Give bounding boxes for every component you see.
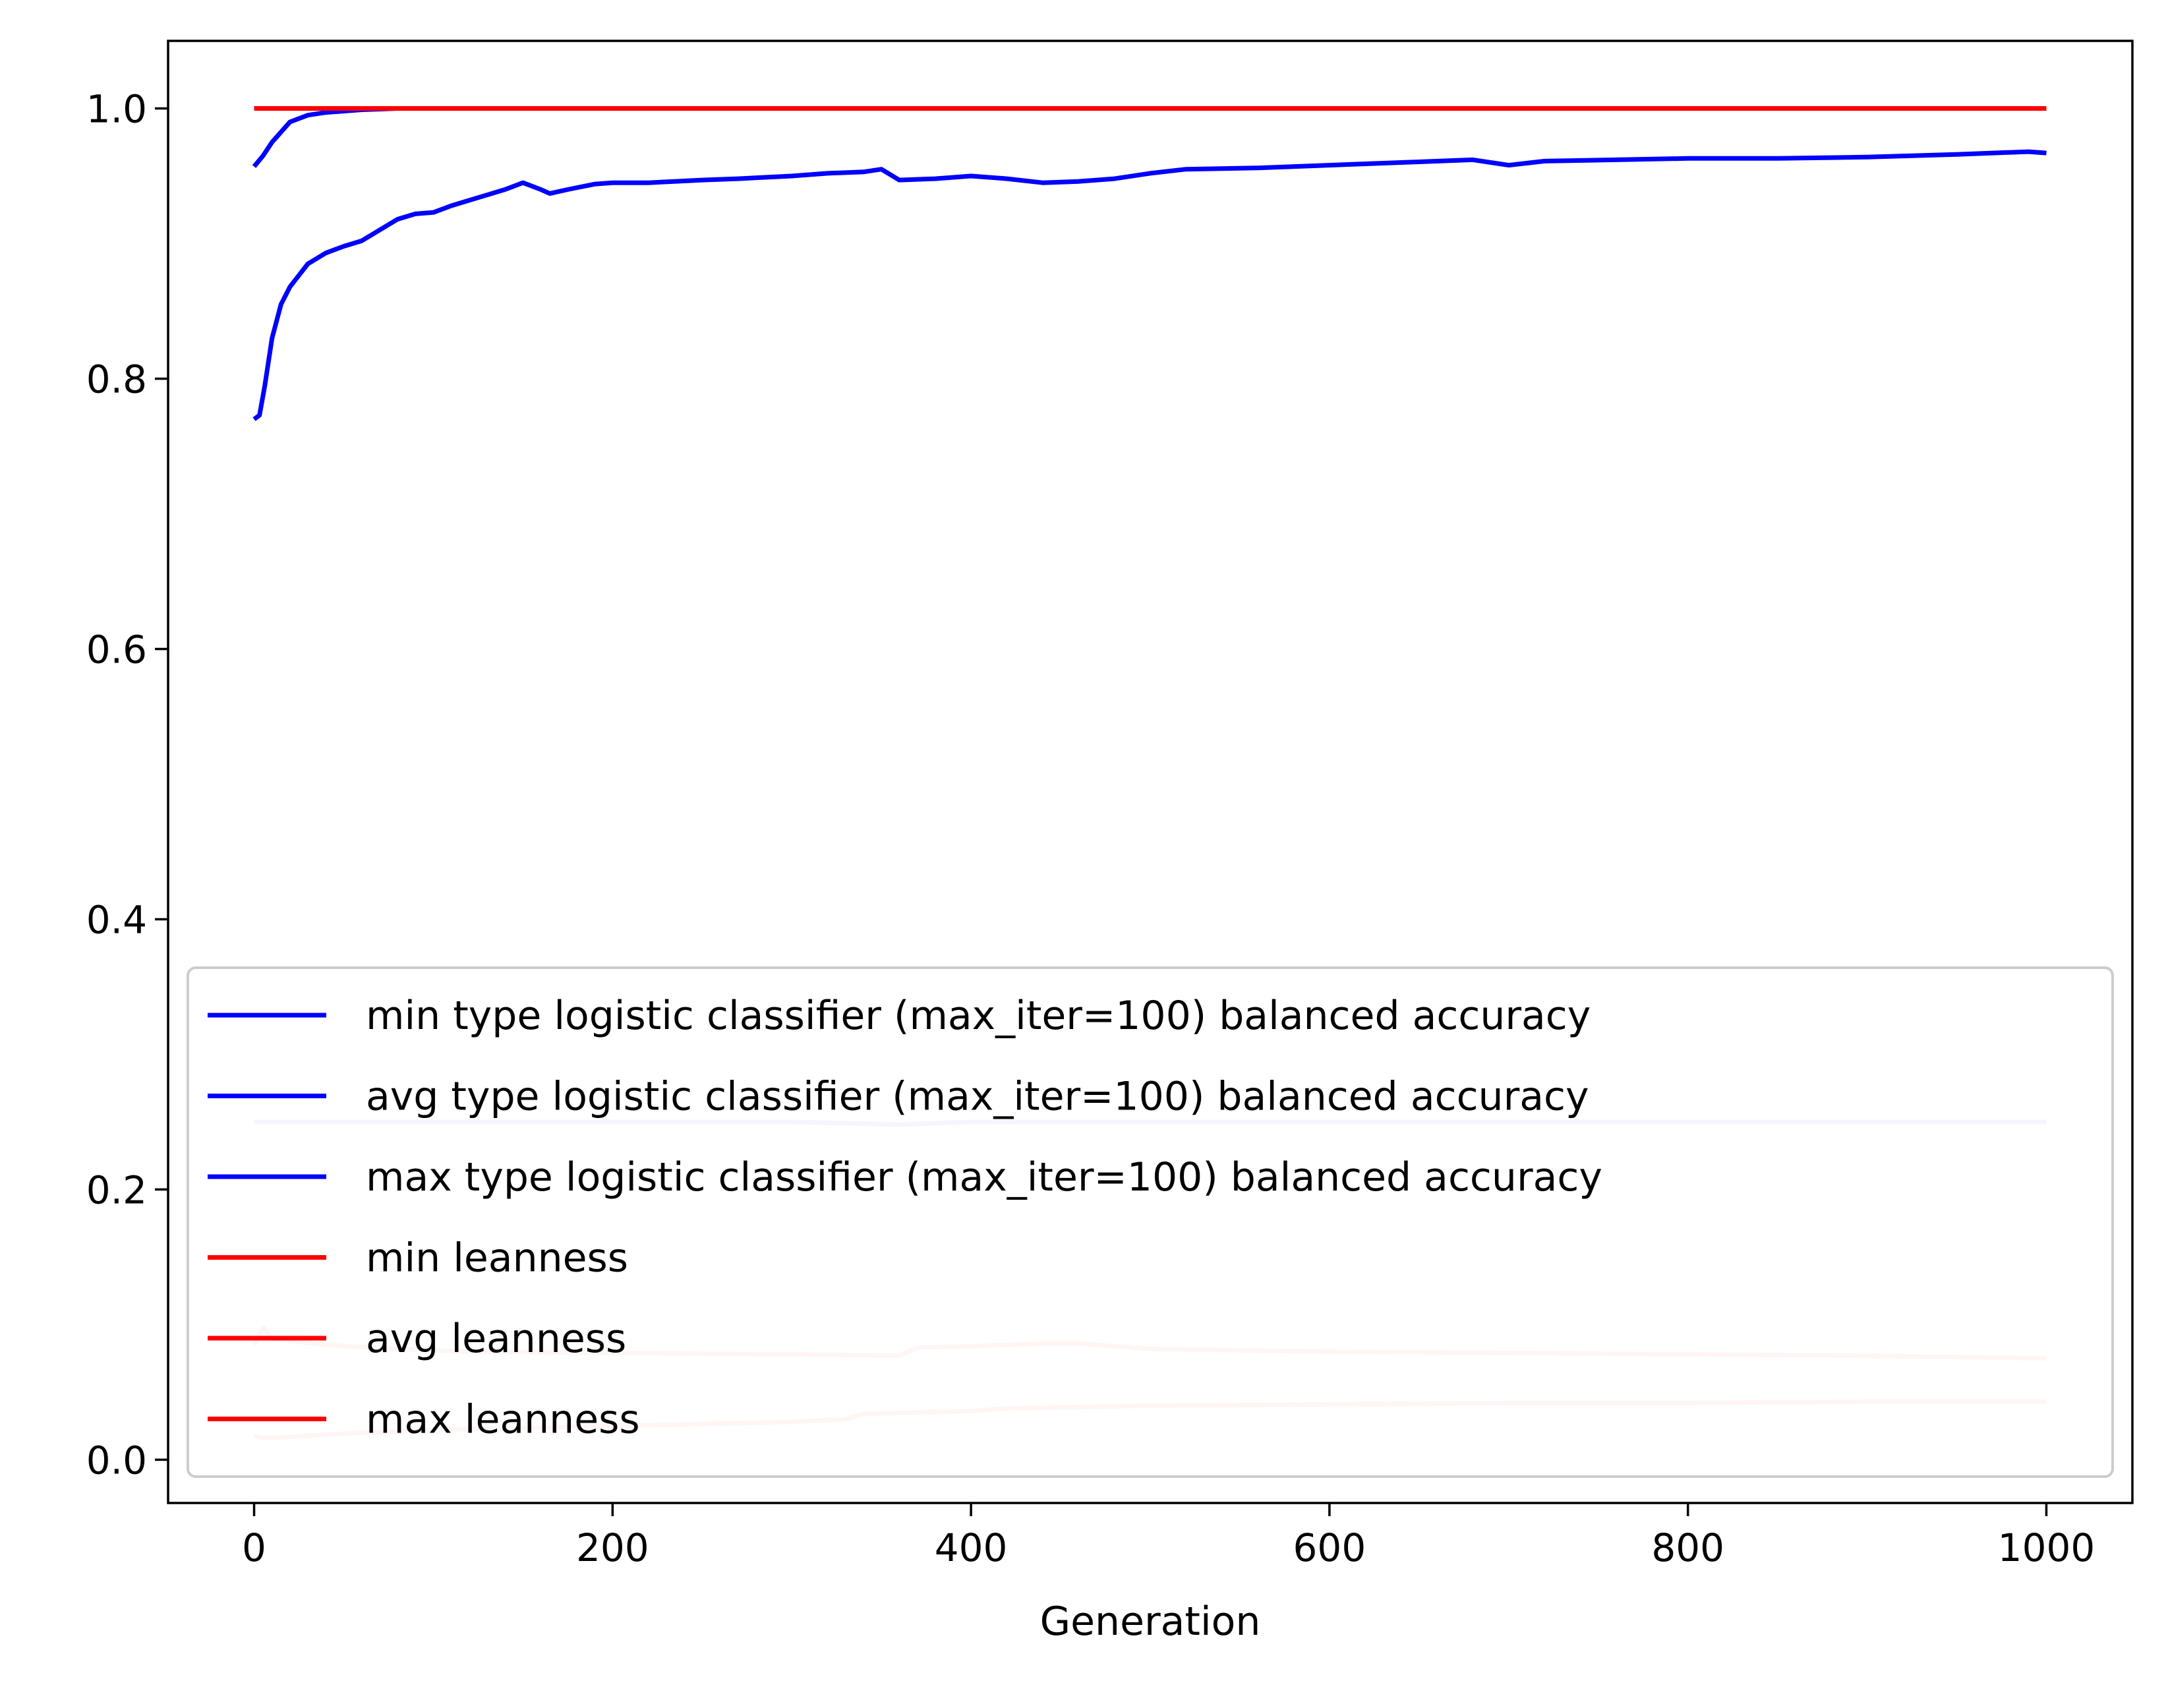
legend-entry-6: max leanness [366, 1397, 640, 1443]
series-line-2 [252, 149, 2047, 421]
y-tick-label-3: 0.6 [86, 627, 147, 672]
x-tick-label-400: 400 [935, 1525, 1008, 1570]
x-tick-label-800: 800 [1651, 1525, 1724, 1570]
x-axis-label: Generation [1040, 1599, 1261, 1645]
y-tick-label-1: 0.2 [86, 1167, 147, 1212]
legend-entry-3: max type logistic classifier (max_iter=1… [366, 1154, 1602, 1200]
legend-box [187, 966, 2114, 1478]
legend-entry-5: avg leanness [366, 1316, 626, 1362]
y-tick-label-4: 0.8 [86, 357, 147, 401]
plot-frame [167, 40, 2134, 1504]
legend: min type logistic classifier (max_iter=1… [187, 966, 2114, 1478]
axes: 0 200 400 600 800 1000 0.0 0.2 0.4 0.6 0.8 1.0 Gener… [86, 40, 2134, 1645]
y-tick-label-5: 1.0 [86, 86, 147, 131]
x-tick-label-600: 600 [1293, 1525, 1366, 1570]
y-tick-label-2: 0.4 [86, 897, 147, 942]
x-tick-label-200: 200 [576, 1525, 649, 1570]
legend-entry-4: min leanness [366, 1235, 628, 1281]
x-tick-label-1000: 1000 [1998, 1525, 2095, 1570]
legend-entry-2: avg type logistic classifier (max_iter=1… [366, 1074, 1589, 1120]
x-tick-label-0: 0 [242, 1525, 266, 1570]
legend-entry-1: min type logistic classifier (max_iter=1… [366, 993, 1591, 1039]
y-tick-label-0: 0.0 [86, 1438, 147, 1483]
